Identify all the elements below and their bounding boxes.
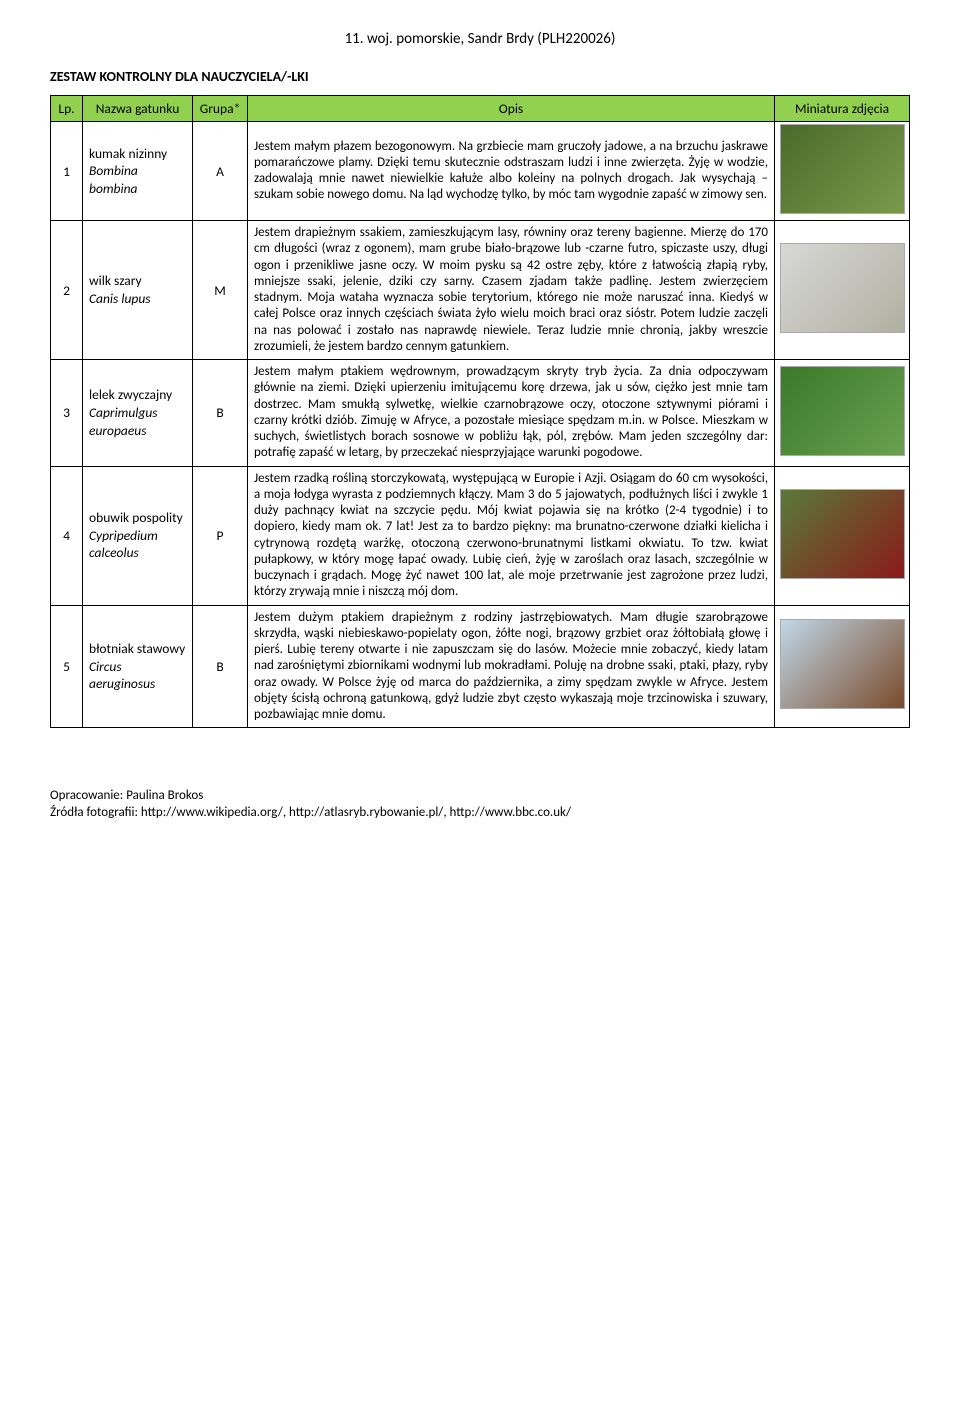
thumbnail-image [780, 366, 905, 456]
cell-thumbnail [775, 466, 910, 605]
species-common-name: obuwik pospolity [89, 509, 183, 526]
cell-description: Jestem dużym ptakiem drapieżnym z rodzin… [248, 605, 775, 728]
cell-species-name: wilk szaryCanis lupus [83, 221, 193, 360]
footer: Opracowanie: Paulina Brokos Źródła fotog… [50, 788, 910, 822]
species-latin-name: Bombina bombina [89, 162, 138, 197]
cell-thumbnail [775, 605, 910, 728]
thumbnail-image [780, 243, 905, 333]
cell-lp: 1 [51, 122, 83, 221]
cell-lp: 5 [51, 605, 83, 728]
cell-group: B [193, 360, 248, 467]
table-row: 2wilk szaryCanis lupusMJestem drapieżnym… [51, 221, 910, 360]
cell-thumbnail [775, 122, 910, 221]
species-table: Lp. Nazwa gatunku Grupa* Opis Miniatura … [50, 95, 910, 728]
section-title: ZESTAW KONTROLNY DLA NAUCZYCIELA/-LKI [50, 68, 910, 85]
cell-group: M [193, 221, 248, 360]
cell-thumbnail [775, 360, 910, 467]
table-row: 1kumak nizinnyBombina bombinaAJestem mał… [51, 122, 910, 221]
cell-group: A [193, 122, 248, 221]
species-common-name: lelek zwyczajny [89, 386, 172, 403]
document-title: 11. woj. pomorskie, Sandr Brdy (PLH22002… [50, 30, 910, 48]
cell-description: Jestem małym ptakiem wędrownym, prowadzą… [248, 360, 775, 467]
col-lp: Lp. [51, 96, 83, 122]
cell-group: P [193, 466, 248, 605]
cell-species-name: kumak nizinnyBombina bombina [83, 122, 193, 221]
footer-author: Opracowanie: Paulina Brokos [50, 788, 910, 805]
table-row: 4obuwik pospolityCypripedium calceolusPJ… [51, 466, 910, 605]
species-common-name: błotniak stawowy [89, 640, 185, 657]
thumbnail-image [780, 619, 905, 709]
species-common-name: wilk szary [89, 272, 142, 289]
cell-lp: 2 [51, 221, 83, 360]
cell-lp: 4 [51, 466, 83, 605]
species-latin-name: Cypripedium calceolus [89, 527, 158, 562]
cell-lp: 3 [51, 360, 83, 467]
species-latin-name: Canis lupus [89, 290, 151, 307]
cell-thumbnail [775, 221, 910, 360]
col-name: Nazwa gatunku [83, 96, 193, 122]
cell-description: Jestem drapieżnym ssakiem, zamieszkujący… [248, 221, 775, 360]
cell-species-name: obuwik pospolityCypripedium calceolus [83, 466, 193, 605]
cell-species-name: błotniak stawowyCircus aeruginosus [83, 605, 193, 728]
cell-description: Jestem rzadką rośliną storczykowatą, wys… [248, 466, 775, 605]
table-row: 3lelek zwyczajnyCaprimulgus europaeusBJe… [51, 360, 910, 467]
species-latin-name: Caprimulgus europaeus [89, 404, 158, 439]
cell-species-name: lelek zwyczajnyCaprimulgus europaeus [83, 360, 193, 467]
footer-sources: Źródła fotografii: http://www.wikipedia.… [50, 805, 910, 822]
species-latin-name: Circus aeruginosus [89, 658, 155, 693]
col-thumb: Miniatura zdjęcia [775, 96, 910, 122]
thumbnail-image [780, 124, 905, 214]
cell-group: B [193, 605, 248, 728]
thumbnail-image [780, 489, 905, 579]
col-desc: Opis [248, 96, 775, 122]
table-header-row: Lp. Nazwa gatunku Grupa* Opis Miniatura … [51, 96, 910, 122]
species-common-name: kumak nizinny [89, 145, 167, 162]
cell-description: Jestem małym płazem bezogonowym. Na grzb… [248, 122, 775, 221]
table-row: 5błotniak stawowyCircus aeruginosusBJest… [51, 605, 910, 728]
col-group: Grupa* [193, 96, 248, 122]
